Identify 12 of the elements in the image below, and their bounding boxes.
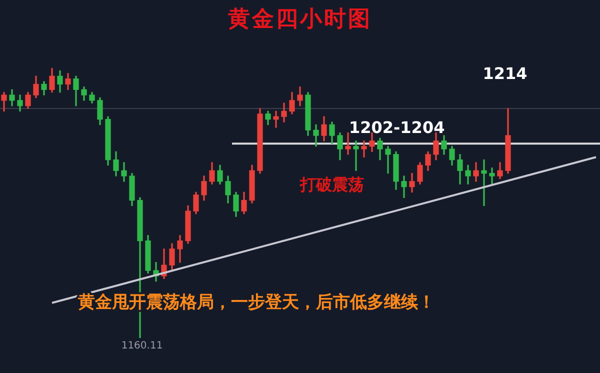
candlestick [481, 159, 487, 206]
annotation: 1202-1204 [349, 118, 445, 138]
chart-title: 黄金四小时图 [227, 5, 373, 34]
candlestick [273, 110, 279, 128]
candlestick [353, 140, 359, 171]
candlestick [361, 140, 367, 158]
text: 1160.11 [121, 340, 163, 352]
candlestick [489, 168, 495, 184]
candlestick [345, 132, 351, 155]
annotation: 1214 [482, 64, 528, 84]
annotation: 打破震荡 [299, 175, 364, 194]
candlestick [385, 146, 391, 174]
